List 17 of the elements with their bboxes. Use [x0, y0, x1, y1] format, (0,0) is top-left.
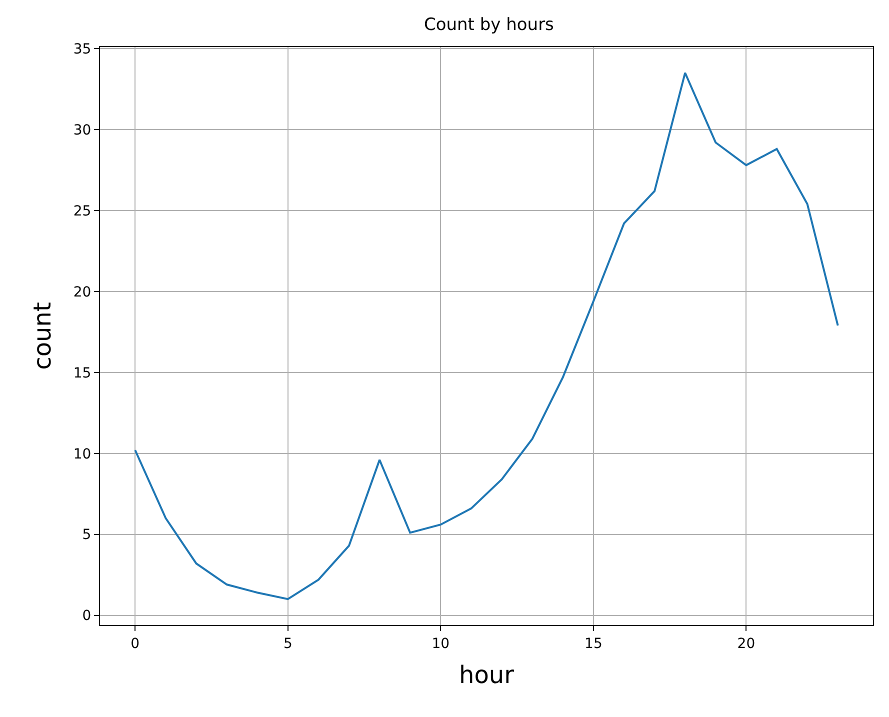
y-tick-label: 15	[73, 365, 92, 382]
x-axis-title: hour	[459, 661, 514, 690]
y-tick-label: 30	[73, 122, 92, 138]
x-tick-label: 20	[737, 636, 756, 652]
x-tick-label: 10	[432, 636, 450, 652]
chart-title: Count by hours	[424, 14, 554, 35]
x-tick-label: 15	[584, 636, 602, 652]
y-tick-label: 10	[73, 446, 92, 462]
y-tick-label: 25	[73, 203, 92, 220]
y-tick-label: 5	[82, 527, 92, 544]
y-tick-label: 0	[82, 608, 92, 624]
x-tick-label: 0	[130, 636, 140, 652]
y-tick-label: 20	[73, 284, 92, 300]
x-tick-label: 5	[283, 636, 292, 652]
y-axis-title: count	[28, 302, 56, 370]
line-series	[134, 72, 839, 600]
y-tick-label: 35	[73, 42, 92, 58]
